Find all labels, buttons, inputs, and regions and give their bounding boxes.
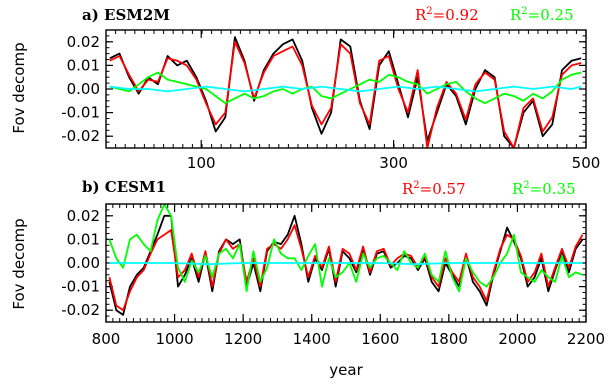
panel-a-r2-red: R2=0.92 [415,6,479,24]
panel-a-frame [105,29,587,149]
panel-a-xtick-label: 300 [379,154,408,172]
panel-a-r2-red-text: R2=0.92 [415,6,479,24]
panel-a-series [109,36,582,148]
panel-b-ytick-label: 0.00 [67,254,100,272]
panel-b-r2-green-label: R [512,180,524,198]
panel-b-xtick-label: 1400 [293,330,331,348]
panel-a-r2-green: R2=0.25 [510,6,574,24]
panel-b-r2-green-text: R2=0.35 [512,180,576,198]
panel-a-title: a) ESM2M [82,6,170,24]
panel-b-xtick-label: 2000 [498,330,536,348]
panel-a-r2-red-sup: 2 [426,6,432,17]
panel-b-series-black [108,214,584,316]
panel-a: a) ESM2M R2=0.92 R2=0.25 Fov decomp 0.02… [10,6,600,172]
panel-a-ytick-label: -0.02 [61,127,100,145]
panel-a-r2-green-value: =0.25 [528,6,574,24]
panel-a-r2-green-sup: 2 [521,6,527,17]
panel-b-xtick-label: 800 [92,330,121,348]
panel-b-r2-red: R2=0.57 [402,180,466,198]
panel-b-r2-green-sup: 2 [523,180,529,191]
panel-b-frame [105,203,587,323]
panel-b-series-red [108,224,584,312]
panel-a-ylabel: Fov decomp [10,42,28,133]
panel-b-xtick-label: 1000 [155,330,193,348]
panel-a-r2-green-text: R2=0.25 [510,6,574,24]
panel-a-r2-green-label: R [510,6,522,24]
panel-b-title: b) CESM1 [82,178,166,196]
panel-a-series-red [109,40,582,148]
panel-b-r2-red-text: R2=0.57 [402,180,466,198]
panel-a-ytick-label: 0.01 [67,56,100,74]
panel-a-ticks: 0.02 0.01 0.00 -0.01 -0.02 100 300 500 [61,29,601,172]
panel-b-ytick-label: 0.01 [67,230,100,248]
panel-b-xtick-label: 1800 [430,330,468,348]
panel-b-r2-red-sup: 2 [413,180,419,191]
panel-a-series-green [109,71,582,105]
panel-b-xtick-label: 2200 [567,330,605,348]
panel-b-ylabel: Fov decomp [10,218,28,309]
panel-b-r2-red-label: R [402,180,414,198]
panel-a-ytick-label: -0.01 [61,104,100,122]
panel-a-series-black [109,36,582,148]
panel-b-r2-green-value: =0.35 [530,180,576,198]
panel-a-xtick-label: 100 [187,154,216,172]
panel-a-series-cyan [109,85,582,93]
panel-b: b) CESM1 R2=0.57 R2=0.35 Fov decomp 0.02… [10,178,605,379]
panel-b-ytick-label: 0.02 [67,207,100,225]
panel-b-r2-red-value: =0.57 [420,180,466,198]
panel-b-ytick-label: -0.02 [61,301,100,319]
panel-b-ytick-label: -0.01 [61,278,100,296]
panel-b-xlabel: year [329,361,363,379]
panel-b-xtick-label: 1600 [361,330,399,348]
panel-a-ytick-label: 0.00 [67,80,100,98]
panel-b-series-green [108,204,583,293]
panel-b-xtick-label: 1200 [224,330,262,348]
panel-a-xtick-label: 500 [572,154,601,172]
panel-b-r2-green: R2=0.35 [512,180,576,198]
panel-a-r2-red-value: =0.92 [433,6,479,24]
panel-a-r2-red-label: R [415,6,427,24]
panel-b-series [108,204,584,316]
panel-a-ytick-label: 0.02 [67,33,100,51]
panel-b-series-cyan [109,262,583,266]
